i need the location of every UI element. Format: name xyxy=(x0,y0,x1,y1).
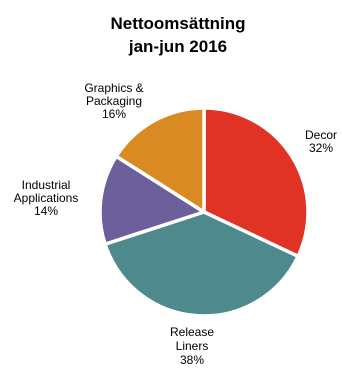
slice-label-industrial-applications: Industrial Applications 14% xyxy=(14,178,79,218)
pie-slice-release-liners xyxy=(103,210,300,318)
slice-label-graphics-packaging: Graphics & Packaging 16% xyxy=(84,81,143,121)
pie-slice-industrial-applications xyxy=(98,154,206,246)
slice-label-release-liners: Release Liners 38% xyxy=(170,325,214,367)
pie-slice-decor xyxy=(202,106,310,259)
chart-title-line-1: Nettoomsättning xyxy=(110,14,245,33)
pie-slices xyxy=(98,106,310,318)
slice-labels: Decor 32% Release Liners 38% Industrial Applic… xyxy=(14,81,337,367)
pie-slice-graphics-packaging xyxy=(114,106,206,214)
slice-label-decor: Decor 32% xyxy=(305,128,337,155)
chart-title-line-2: jan-jun 2016 xyxy=(128,37,227,56)
